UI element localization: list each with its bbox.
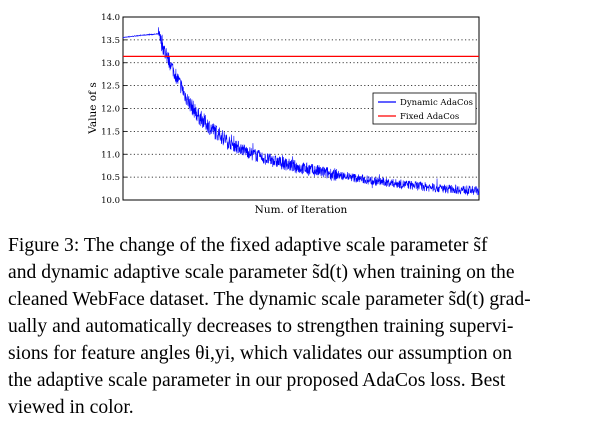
y-tick-label: 14.0 [101, 13, 120, 23]
legend: Dynamic AdaCos Fixed AdaCos [372, 92, 477, 125]
legend-label-fixed: Fixed AdaCos [400, 112, 459, 122]
caption-line-4: ually and automatically decreases to str… [8, 316, 514, 337]
chart: 10.0 10.5 11.0 11.5 12.0 12.5 13.0 13.5 14.0 Val… [87, 13, 480, 216]
legend-label-dynamic: Dynamic AdaCos [400, 98, 473, 108]
series-dynamic-adacos-line [122, 27, 480, 196]
y-tick-label: 13.5 [101, 36, 120, 46]
caption-line-6: the adaptive scale parameter in our prop… [8, 370, 506, 391]
y-tick-label: 10.0 [101, 196, 120, 206]
legend-box [372, 92, 477, 125]
y-axis-label: Value of s [87, 82, 99, 135]
figure-caption: Figure 3: The change of the fixed adapti… [8, 232, 588, 421]
y-ticks: 10.0 10.5 11.0 11.5 12.0 12.5 13.0 13.5 14.0 [101, 13, 127, 206]
y-tick-label: 12.0 [101, 105, 120, 115]
caption-line-3: cleaned WebFace dataset. The dynamic sca… [8, 289, 531, 310]
y-tick-label: 13.0 [101, 59, 120, 69]
series-lines [122, 27, 480, 196]
caption-line-5: sions for feature angles θi,yi, which va… [8, 343, 513, 364]
caption-line-7: viewed in color. [8, 397, 134, 418]
y-tick-label: 11.5 [101, 127, 120, 137]
y-tick-label: 10.5 [101, 173, 120, 183]
y-tick-label: 11.0 [101, 150, 120, 160]
x-axis-label: Num. of Iteration [255, 204, 348, 216]
caption-line-2: and dynamic adaptive scale parameter s̃d… [8, 262, 515, 283]
caption-line-1: Figure 3: The change of the fixed adapti… [8, 235, 488, 256]
y-tick-label: 12.5 [101, 82, 120, 92]
